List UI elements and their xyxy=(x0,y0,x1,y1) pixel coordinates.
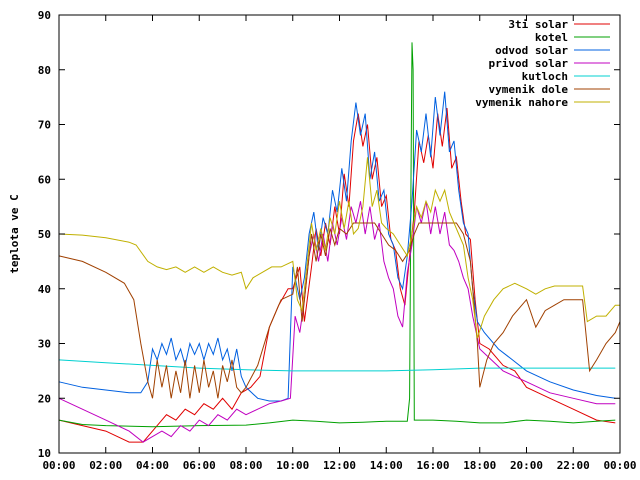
x-tick-label: 08:00 xyxy=(229,459,262,472)
series-line-kotel xyxy=(58,42,616,428)
legend-label: 3ti solar xyxy=(508,18,568,31)
y-tick-label: 70 xyxy=(38,119,51,132)
x-tick-label: 18:00 xyxy=(463,459,496,472)
legend-label: privod solar xyxy=(489,57,569,70)
y-tick-label: 10 xyxy=(38,447,51,460)
legend-label: kutloch xyxy=(522,70,568,83)
series-line-vymenik-dole xyxy=(58,222,621,399)
y-tick-label: 20 xyxy=(38,392,51,405)
series-layer xyxy=(58,42,621,443)
legend-label: vymenik dole xyxy=(489,83,569,96)
x-tick-label: 12:00 xyxy=(323,459,356,472)
series-line-privod-solar xyxy=(58,201,616,443)
legend-label: vymenik nahore xyxy=(475,96,568,109)
x-tick-label: 20:00 xyxy=(510,459,543,472)
y-tick-label: 60 xyxy=(38,173,51,186)
y-axis: 10 20 30 40 50 60 70 80 90 xyxy=(38,9,620,460)
x-tick-label: 10:00 xyxy=(276,459,309,472)
series-line-odvod-solar xyxy=(58,91,616,402)
x-tick-label: 00:00 xyxy=(42,459,75,472)
legend-label: kotel xyxy=(535,31,568,44)
y-tick-label: 90 xyxy=(38,9,51,22)
x-tick-label: 14:00 xyxy=(370,459,403,472)
x-tick-label: 04:00 xyxy=(136,459,169,472)
y-tick-label: 30 xyxy=(38,338,51,351)
x-axis: 00:00 02:00 04:00 06:00 08:00 10:00 12:00 14:00… xyxy=(42,15,637,472)
series-line-kutloch xyxy=(58,359,616,372)
x-tick-label: 22:00 xyxy=(557,459,590,472)
x-tick-label: 02:00 xyxy=(89,459,122,472)
x-tick-label: 16:00 xyxy=(416,459,449,472)
x-tick-label: 06:00 xyxy=(183,459,216,472)
y-axis-title: teplota ve C xyxy=(8,194,21,273)
x-tick-label: 00:00 xyxy=(603,459,636,472)
y-tick-label: 80 xyxy=(38,64,51,77)
series-line-vymenik-nahore xyxy=(58,157,620,339)
legend-label: odvod solar xyxy=(495,44,568,57)
y-tick-label: 50 xyxy=(38,228,51,241)
y-tick-label: 40 xyxy=(38,283,51,296)
